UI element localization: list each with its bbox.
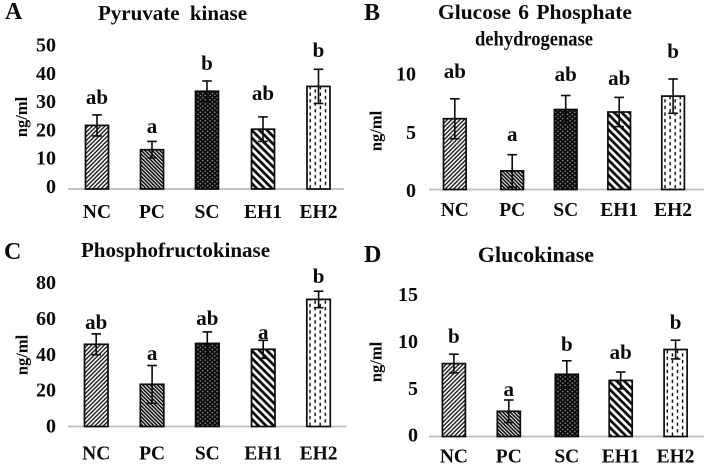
svg-text:a: a bbox=[507, 122, 518, 146]
svg-text:B: B bbox=[364, 0, 380, 26]
svg-text:ab: ab bbox=[196, 306, 218, 330]
svg-text:ab: ab bbox=[252, 81, 274, 105]
svg-text:dehydrogenase: dehydrogenase bbox=[475, 27, 593, 51]
svg-text:10: 10 bbox=[396, 64, 416, 86]
svg-text:ab: ab bbox=[85, 310, 107, 334]
svg-text:EH2: EH2 bbox=[654, 200, 692, 221]
svg-text:PC: PC bbox=[496, 447, 522, 468]
svg-text:a: a bbox=[504, 377, 515, 401]
svg-text:NC: NC bbox=[440, 447, 468, 468]
svg-text:EH2: EH2 bbox=[657, 447, 695, 468]
svg-text:ng/ml: ng/ml bbox=[366, 110, 385, 151]
svg-text:0: 0 bbox=[46, 416, 56, 438]
svg-text:b: b bbox=[561, 332, 573, 356]
svg-text:15: 15 bbox=[398, 284, 418, 306]
svg-text:0: 0 bbox=[408, 425, 418, 447]
svg-text:Glucokinase: Glucokinase bbox=[478, 242, 594, 267]
svg-text:b: b bbox=[670, 310, 682, 334]
svg-text:SC: SC bbox=[195, 202, 220, 223]
svg-text:ab: ab bbox=[608, 66, 630, 90]
svg-text:50: 50 bbox=[36, 35, 56, 57]
svg-text:20: 20 bbox=[36, 380, 56, 402]
svg-text:SC: SC bbox=[195, 444, 220, 465]
svg-text:ng/ml: ng/ml bbox=[12, 96, 31, 137]
svg-text:ab: ab bbox=[86, 85, 108, 109]
svg-text:A: A bbox=[5, 0, 23, 25]
svg-text:a: a bbox=[147, 114, 158, 138]
svg-text:EH1: EH1 bbox=[244, 202, 282, 223]
svg-text:b: b bbox=[313, 38, 325, 62]
svg-text:40: 40 bbox=[36, 344, 56, 366]
svg-text:NC: NC bbox=[83, 202, 111, 223]
svg-text:SC: SC bbox=[553, 200, 578, 221]
svg-text:ab: ab bbox=[444, 59, 466, 83]
svg-text:EH1: EH1 bbox=[600, 200, 638, 221]
svg-text:b: b bbox=[201, 51, 213, 75]
svg-text:NC: NC bbox=[82, 444, 110, 465]
svg-text:10: 10 bbox=[398, 331, 418, 353]
svg-text:EH1: EH1 bbox=[244, 444, 282, 465]
svg-text:ab: ab bbox=[610, 340, 632, 364]
svg-text:a: a bbox=[258, 320, 269, 344]
svg-text:C: C bbox=[4, 239, 21, 265]
svg-text:40: 40 bbox=[36, 63, 56, 85]
svg-text:20: 20 bbox=[36, 119, 56, 141]
svg-text:30: 30 bbox=[36, 91, 56, 113]
svg-text:60: 60 bbox=[36, 308, 56, 330]
svg-text:D: D bbox=[364, 242, 381, 268]
svg-text:ng/ml: ng/ml bbox=[366, 341, 385, 382]
svg-text:ab: ab bbox=[555, 62, 577, 86]
svg-text:0: 0 bbox=[406, 180, 416, 202]
svg-text:Phosphofructokinase: Phosphofructokinase bbox=[81, 238, 270, 262]
svg-text:a: a bbox=[147, 341, 158, 365]
svg-text:10: 10 bbox=[36, 148, 56, 170]
svg-text:PC: PC bbox=[499, 200, 525, 221]
svg-text:80: 80 bbox=[36, 272, 56, 294]
svg-text:ng/ml: ng/ml bbox=[13, 334, 32, 375]
svg-text:Glucose 6 Phosphate: Glucose 6 Phosphate bbox=[438, 0, 632, 24]
svg-text:Pyruvate kinase: Pyruvate kinase bbox=[98, 1, 247, 25]
svg-text:5: 5 bbox=[408, 378, 418, 400]
svg-text:b: b bbox=[667, 39, 679, 63]
svg-text:EH2: EH2 bbox=[300, 444, 338, 465]
svg-text:b: b bbox=[448, 324, 460, 348]
svg-text:SC: SC bbox=[554, 447, 579, 468]
svg-text:NC: NC bbox=[441, 200, 469, 221]
svg-text:PC: PC bbox=[139, 202, 165, 223]
svg-text:EH1: EH1 bbox=[602, 447, 640, 468]
svg-text:PC: PC bbox=[139, 444, 165, 465]
svg-text:EH2: EH2 bbox=[300, 202, 338, 223]
svg-text:b: b bbox=[313, 264, 325, 288]
svg-text:5: 5 bbox=[406, 122, 416, 144]
svg-text:0: 0 bbox=[46, 176, 56, 198]
